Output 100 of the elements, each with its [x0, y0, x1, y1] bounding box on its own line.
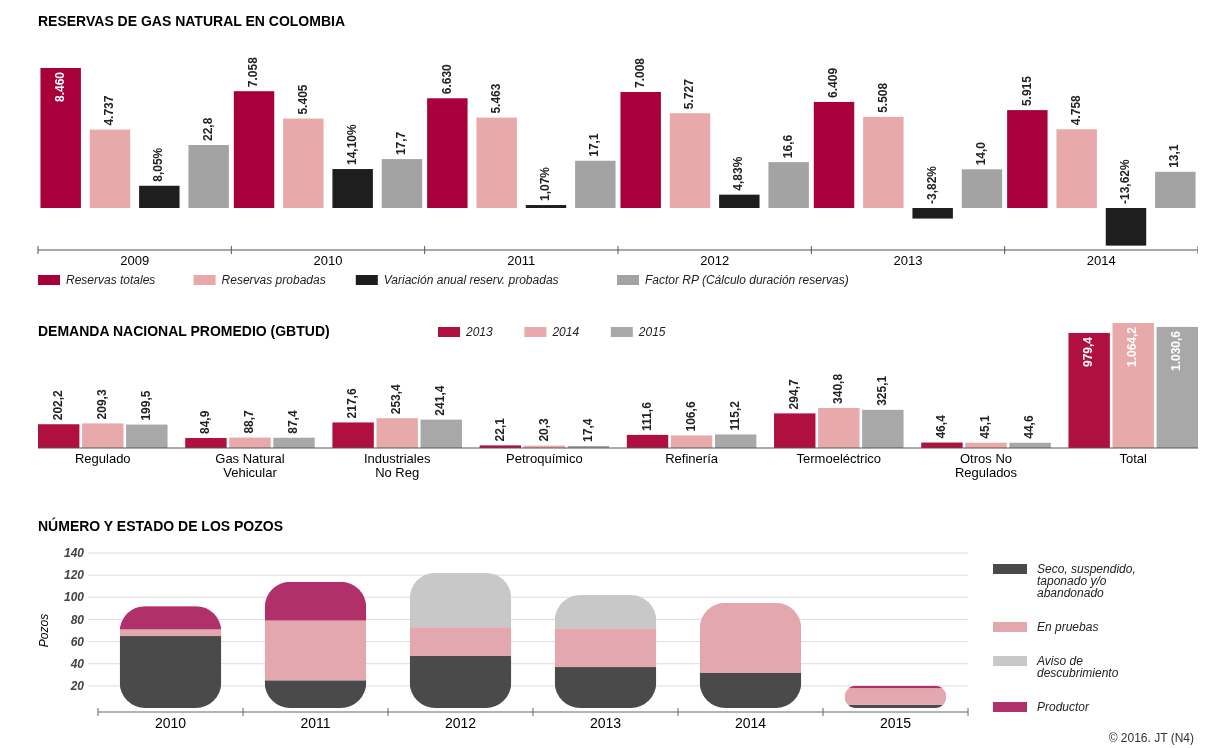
bar: [1056, 129, 1097, 208]
data-label: 46,4: [934, 414, 949, 439]
chart-title: NÚMERO Y ESTADO DE LOS POZOS: [38, 517, 284, 534]
data-label: 17,7: [394, 131, 409, 156]
data-label: 111,6: [639, 401, 654, 431]
x-tick-label: 2013: [589, 715, 622, 731]
data-label: 294,7: [786, 379, 801, 410]
legend-label: Aviso de descubrimiento: [1036, 654, 1119, 680]
x-tick-label: 2011: [507, 253, 536, 268]
data-label: 5.463: [488, 83, 503, 114]
data-label: 6.630: [439, 63, 454, 95]
bar: [525, 205, 567, 208]
x-tick-label: 2010: [313, 253, 343, 268]
x-tick-label: 2015: [879, 715, 912, 731]
bar: [119, 636, 222, 708]
bar: [1156, 326, 1198, 448]
bar: [863, 116, 904, 208]
bar: [862, 409, 904, 448]
bar: [409, 572, 512, 628]
y-tick-label: 100: [63, 590, 85, 605]
data-label: 22,1: [492, 417, 507, 442]
x-tick-label: 2009: [120, 253, 150, 268]
data-label: 13,1: [1167, 144, 1182, 168]
data-label: 17,1: [587, 133, 602, 157]
text: © 2016. JT (N4): [1108, 731, 1194, 745]
y-tick-label: 20: [69, 679, 85, 694]
data-label: 88,7: [242, 409, 257, 434]
data-label: 1.030,6: [1169, 330, 1184, 371]
data-label: 84,9: [198, 410, 213, 435]
bar: [774, 413, 816, 448]
x-tick-label: Petroquímico: [506, 451, 583, 466]
bar: [1105, 208, 1147, 246]
data-label: 199,5: [139, 390, 154, 421]
data-label: 45,1: [978, 415, 993, 439]
data-label: 8.460: [52, 71, 67, 103]
data-label: -3,82%: [924, 165, 939, 204]
bar: [476, 117, 517, 208]
x-tick-label: Industriales No Reg: [363, 451, 431, 480]
data-label: 7.008: [632, 57, 647, 89]
bar: [1007, 110, 1048, 208]
x-tick-label: 2012: [700, 253, 730, 268]
bar: [575, 160, 616, 208]
x-tick-label: Gas Natural Vehicular: [215, 451, 285, 480]
data-label: 5.727: [682, 78, 697, 110]
bar: [188, 145, 229, 208]
data-label: 7.058: [246, 56, 261, 88]
x-tick-label: 2014: [734, 715, 767, 731]
data-label: 325,1: [875, 375, 890, 406]
bar: [626, 434, 669, 448]
y-tick-label: 120: [63, 568, 85, 583]
data-label: 4,83%: [731, 156, 746, 191]
legend-label: Reservas totales: [66, 273, 156, 287]
data-label: 106,6: [683, 401, 698, 432]
y-tick-label: 140: [63, 546, 85, 561]
bar: [283, 118, 324, 208]
bar: [185, 438, 227, 448]
bar: [40, 68, 81, 208]
legend-label: Factor RP (Cálculo duración reservas): [645, 273, 849, 287]
bar: [264, 620, 367, 681]
data-label: 14,0: [974, 141, 989, 166]
bar: [139, 185, 180, 208]
x-tick-label: 2013: [893, 253, 923, 268]
bar: [670, 435, 713, 448]
bar: [38, 424, 80, 448]
bar: [813, 101, 855, 208]
y-axis-title: Pozos: [37, 613, 51, 648]
x-tick-label: 2011: [300, 715, 331, 731]
x-tick-label: Otros No Regulados: [954, 451, 1018, 480]
bar: [768, 162, 809, 208]
data-label: 4.737: [102, 95, 117, 126]
bar: [912, 208, 953, 219]
data-label: 4.758: [1068, 94, 1083, 126]
y-tick-label: 60: [70, 634, 85, 649]
chart-title: RESERVAS DE GAS NATURAL EN COLOMBIA: [38, 13, 345, 29]
chart-title: DEMANDA NACIONAL PROMEDIO (GBTUD): [38, 323, 330, 339]
data-label: 253,4: [389, 383, 404, 415]
x-tick-label: 2010: [154, 715, 187, 731]
x-tick-label: Total: [1119, 451, 1148, 466]
bar: [427, 98, 468, 208]
legend-label: 2014: [551, 325, 580, 339]
data-label: 241,4: [433, 385, 448, 416]
x-tick-label: Refinería: [665, 451, 719, 466]
data-label: 5.915: [1019, 75, 1034, 107]
data-label: 87,4: [286, 410, 301, 434]
bar: [818, 407, 860, 448]
y-tick-label: 40: [69, 656, 85, 671]
x-tick-label: 2014: [1086, 253, 1116, 268]
data-label: 5.405: [295, 84, 310, 115]
data-label: 8,05%: [151, 147, 166, 182]
bar: [844, 688, 947, 705]
bar: [233, 91, 275, 208]
data-label: 979,4: [1081, 336, 1096, 367]
y-tick-label: 80: [70, 612, 85, 627]
bar: [332, 169, 373, 208]
bar: [554, 667, 657, 708]
legend-label: Variación anual reserv. probadas: [383, 273, 559, 287]
data-label: 5.508: [875, 82, 890, 113]
bar: [620, 92, 661, 208]
bar: [961, 169, 1003, 208]
bar: [714, 434, 757, 448]
